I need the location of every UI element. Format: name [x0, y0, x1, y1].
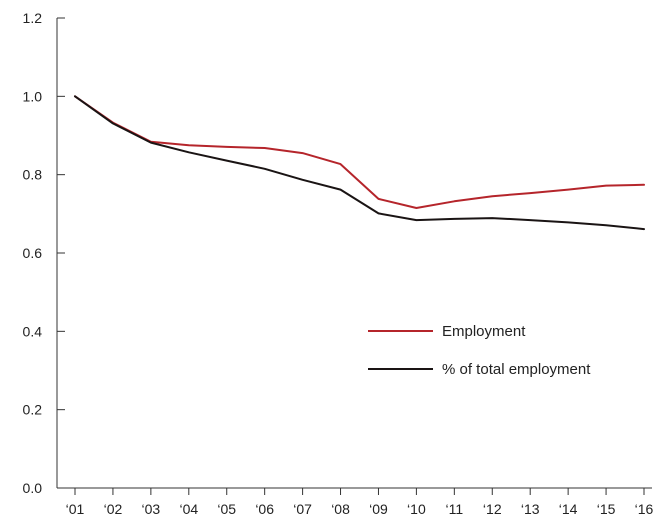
y-tick-label: 0.6	[23, 245, 43, 261]
x-tick-label: ‘02	[104, 501, 123, 517]
x-tick-label: ‘16	[635, 501, 654, 517]
x-tick-label: ‘08	[331, 501, 350, 517]
x-tick-label: ‘03	[142, 501, 161, 517]
x-tick-label: ‘14	[559, 501, 578, 517]
x-tick-label: ‘04	[179, 501, 198, 517]
legend: Employment % of total employment	[368, 323, 591, 378]
x-tick-label: ‘09	[369, 501, 388, 517]
x-tick-label: ‘11	[446, 501, 464, 517]
y-tick-label: 1.0	[23, 88, 43, 104]
x-tick-label: ‘10	[407, 501, 426, 517]
y-tick-label: 1.2	[23, 10, 43, 26]
y-tick-label: 0.4	[23, 323, 43, 339]
y-tick-label: 0.0	[23, 480, 43, 496]
legend-label: % of total employment	[442, 361, 591, 378]
x-tick-label: ‘01	[66, 501, 85, 517]
y-tick-label: 0.8	[23, 167, 43, 183]
x-tick-label: ‘05	[217, 501, 236, 517]
series-line-pct-total-employment	[74, 95, 645, 231]
x-tick-label: ‘07	[293, 501, 312, 517]
y-axis: 0.0 0.2 0.4 0.6 0.8 1.0 1.2	[23, 10, 65, 496]
legend-label: Employment	[442, 323, 526, 340]
x-tick-label: ‘15	[597, 501, 616, 517]
series-lines	[74, 95, 645, 231]
y-tick-label: 0.2	[23, 402, 43, 418]
series-line-employment	[74, 95, 645, 209]
x-tick-label: ‘12	[483, 501, 502, 517]
x-tick-label: ‘06	[255, 501, 274, 517]
x-axis: ‘01 ‘02 ‘03 ‘04 ‘05 ‘06 ‘07 ‘08 ‘09 ‘10 ‘11 ‘12 ‘13 ‘…	[57, 487, 654, 517]
x-tick-label: ‘13	[521, 501, 540, 517]
